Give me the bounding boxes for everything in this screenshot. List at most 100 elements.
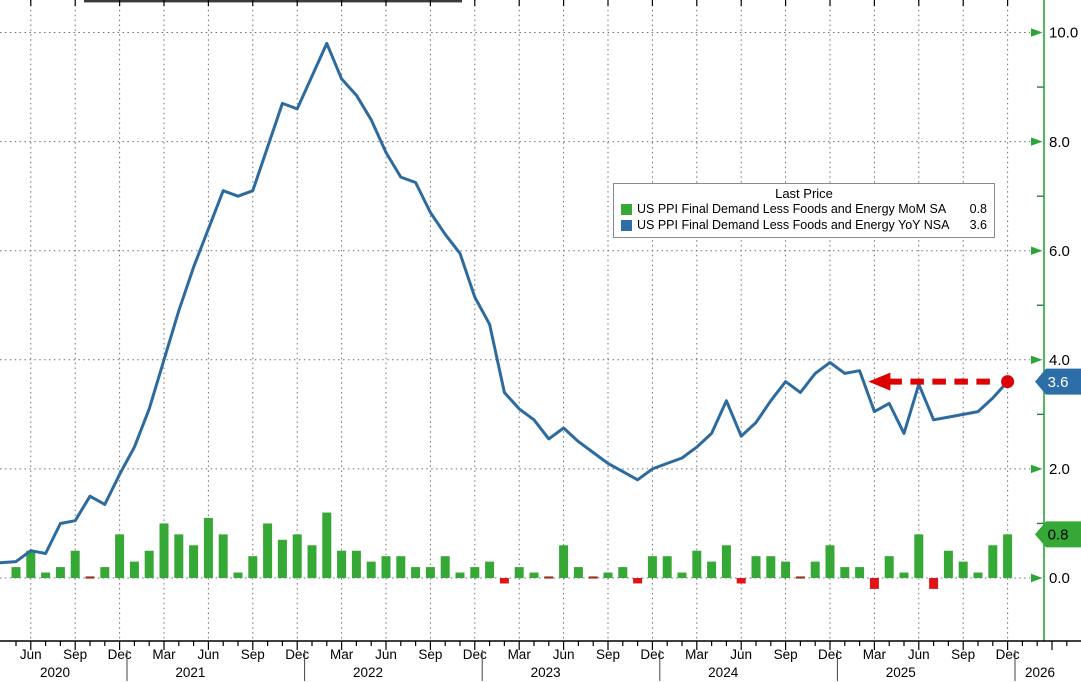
mom-bar (603, 572, 613, 578)
mom-bar (174, 534, 184, 578)
mom-bar (411, 567, 421, 578)
mom-bar-negative (929, 578, 939, 589)
legend-entry-mom: US PPI Final Demand Less Foods and Energ… (614, 202, 994, 218)
mom-bar (751, 556, 761, 578)
y-axis-label: 8.0 (1049, 134, 1070, 151)
mom-bar (988, 545, 998, 578)
mom-bar (233, 572, 243, 578)
arrowhead-left-icon (868, 372, 891, 391)
x-axis-month-label: Mar (863, 647, 887, 662)
yoy-series-swatch-icon (621, 219, 632, 231)
legend-title: Last Price (775, 186, 833, 201)
x-axis-month-label: Sep (418, 647, 442, 662)
mom-bar (366, 561, 376, 578)
x-axis-month-label: Mar (330, 647, 354, 662)
mom-bar (70, 550, 80, 578)
mom-bar (514, 567, 524, 578)
mom-bar (529, 572, 539, 578)
mom-bar (692, 550, 702, 578)
price-badge-value: 3.6 (1048, 374, 1069, 391)
mom-bars (11, 512, 1013, 589)
cropped-title-artifact (84, 0, 462, 3)
y-axis-label: 4.0 (1049, 352, 1070, 369)
x-axis-month-label: Sep (951, 647, 975, 662)
mom-bar (721, 545, 731, 578)
x-axis: Jun Sep Dec Mar Jun Sep Dec Mar Jun Sep Dec Mar Jun S… (0, 640, 1081, 681)
x-axis-month-label: Dec (285, 647, 309, 662)
y-axis-label: 0.0 (1049, 570, 1070, 587)
mom-bar (899, 572, 909, 578)
x-axis-month-label: Dec (640, 647, 664, 662)
horizontal-gridlines (0, 32, 1030, 579)
x-axis-month-label: Sep (596, 647, 620, 662)
x-axis-month-label: Mar (508, 647, 532, 662)
x-axis-year-label: 2025 (886, 665, 916, 680)
legend-entry-label: US PPI Final Demand Less Foods and Energ… (637, 202, 947, 216)
legend-entry-yoy: US PPI Final Demand Less Foods and Energ… (614, 218, 994, 234)
mom-bar (958, 561, 968, 578)
mom-bar (277, 539, 287, 578)
price-badge-value: 0.8 (1048, 527, 1069, 544)
legend-entry-value: 0.8 (969, 202, 987, 216)
mom-bar (618, 567, 628, 578)
mom-bar (129, 561, 139, 578)
mom-bar (840, 567, 850, 578)
mom-bar (781, 561, 791, 578)
mom-bar (26, 550, 36, 578)
mom-bar (973, 572, 983, 578)
mom-bar (11, 567, 21, 578)
x-axis-year-label: 2020 (40, 665, 70, 680)
mom-bar (662, 556, 672, 578)
trend-arrow-annotation (868, 372, 1015, 391)
mom-bar (707, 561, 717, 578)
x-axis-year-label: 2022 (353, 665, 383, 680)
mom-bar (470, 567, 480, 578)
x-axis-month-label: Dec (818, 647, 842, 662)
mom-bar (351, 550, 361, 578)
last-point-dot-icon (1001, 375, 1015, 389)
y-axis-label: 10.0 (1049, 25, 1078, 42)
price-badge-yoy: 3.6 (1035, 368, 1081, 395)
mom-bar (41, 572, 51, 578)
mom-bar (884, 556, 894, 578)
x-axis-month-label: Jun (20, 647, 42, 662)
mom-bar (455, 572, 465, 578)
mom-bar (766, 556, 776, 578)
y-axis-label: 6.0 (1049, 243, 1070, 260)
y-axis: 10.0 8.0 6.0 4.0 2.0 0.0 (1031, 0, 1078, 641)
x-axis-year-label: 2026 (1025, 665, 1055, 680)
mom-bar (559, 545, 569, 578)
x-axis-month-label: Jun (553, 647, 575, 662)
mom-bar (322, 512, 332, 578)
x-axis-year-label: 2023 (531, 665, 561, 680)
x-axis-month-label: Dec (463, 647, 487, 662)
legend-entry-label: US PPI Final Demand Less Foods and Energ… (637, 217, 950, 232)
mom-bar (647, 556, 657, 578)
mom-bar (307, 545, 317, 578)
mom-bar (248, 556, 258, 578)
mom-bar (159, 523, 169, 578)
x-axis-month-label: Sep (241, 647, 265, 662)
legend-entry-value: 3.6 (969, 217, 987, 232)
mom-bar-zero (795, 576, 805, 579)
mom-bar-negative (633, 578, 643, 584)
x-axis-month-label: Sep (774, 647, 798, 662)
mom-bar (263, 523, 273, 578)
x-axis-year-label: 2024 (708, 665, 739, 680)
mom-bar-zero (544, 576, 554, 579)
x-axis-month-label: Jun (198, 647, 220, 662)
x-axis-month-label: Mar (152, 647, 176, 662)
mom-bar (914, 534, 924, 578)
mom-bar (381, 556, 391, 578)
top-ticks (30, 0, 1009, 6)
mom-bar (485, 561, 495, 578)
x-axis-month-label: Jun (908, 647, 930, 662)
mom-bar-zero (85, 576, 95, 579)
x-axis-month-label: Dec (108, 647, 132, 662)
mom-bar (203, 517, 213, 578)
mom-bar (1003, 534, 1013, 578)
x-axis-month-label: Jun (730, 647, 752, 662)
mom-bar (425, 567, 435, 578)
x-axis-month-label: Mar (685, 647, 709, 662)
